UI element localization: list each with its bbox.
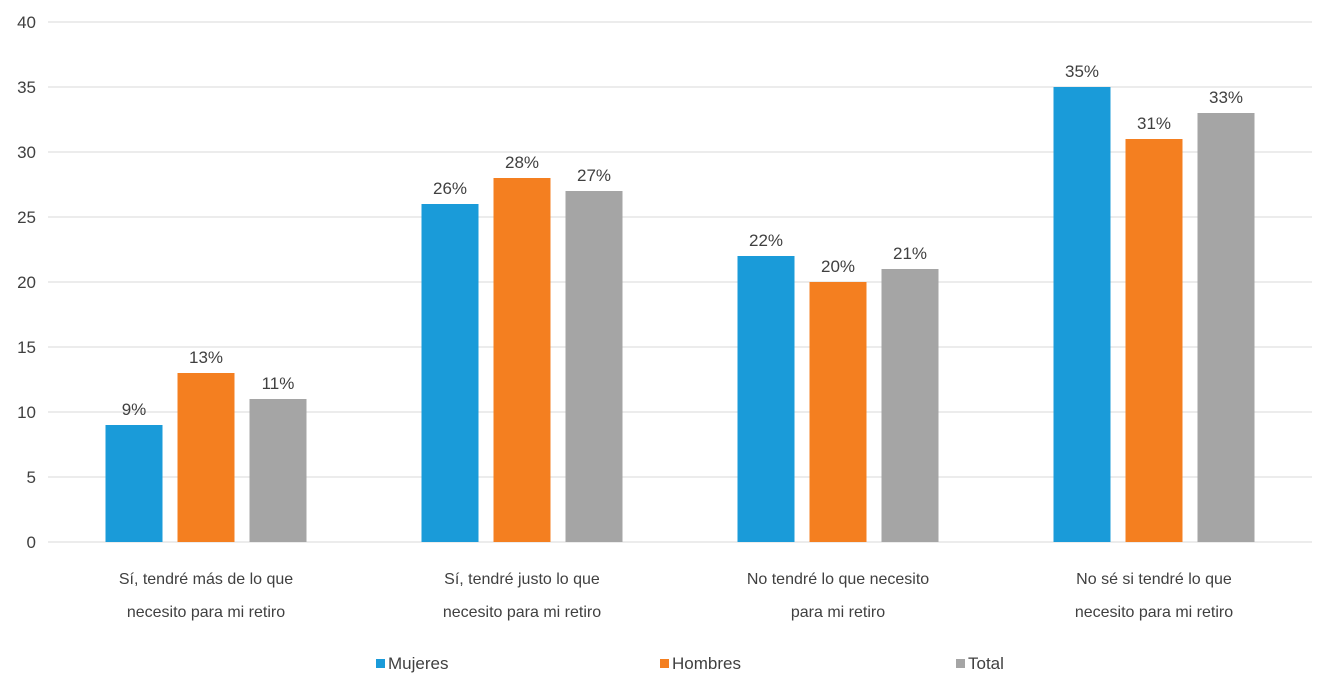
legend-swatch-total	[956, 659, 965, 668]
category-label: Sí, tendré justo lo que	[444, 571, 600, 588]
legend-swatch-hombres	[660, 659, 669, 668]
bar-mujeres-3	[737, 256, 795, 542]
y-tick-label: 20	[17, 273, 36, 292]
y-tick-label: 30	[17, 143, 36, 162]
bar-total-2	[565, 191, 623, 542]
legend: Mujeres Hombres Total	[376, 654, 1004, 673]
bar-mujeres-4	[1053, 87, 1111, 542]
y-tick-label: 5	[27, 468, 36, 487]
x-axis: Sí, tendré más de lo que necesito para mi…	[119, 571, 1233, 621]
bar-hombres-3	[809, 282, 867, 542]
data-label: 21%	[893, 244, 927, 263]
bars	[105, 87, 1255, 542]
y-axis: 0 5 10 15 20 25 30 35 40	[17, 13, 36, 552]
category-label: necesito para mi retiro	[1075, 604, 1233, 621]
data-label: 9%	[122, 400, 147, 419]
data-label: 35%	[1065, 62, 1099, 81]
data-label: 31%	[1137, 114, 1171, 133]
data-label: 27%	[577, 166, 611, 185]
y-tick-label: 25	[17, 208, 36, 227]
data-label: 33%	[1209, 88, 1243, 107]
data-label: 11%	[262, 374, 295, 393]
bar-hombres-1	[177, 373, 235, 542]
gridlines	[48, 21, 1312, 543]
bar-total-3	[881, 269, 939, 542]
data-label: 28%	[505, 153, 539, 172]
data-label: 20%	[821, 257, 855, 276]
y-tick-label: 10	[17, 403, 36, 422]
category-label: necesito para mi retiro	[127, 604, 285, 621]
legend-label-mujeres: Mujeres	[388, 654, 448, 673]
y-tick-label: 40	[17, 13, 36, 32]
y-tick-label: 35	[17, 78, 36, 97]
y-tick-label: 15	[17, 338, 36, 357]
data-label: 26%	[433, 179, 467, 198]
data-label: 13%	[189, 348, 223, 367]
bar-mujeres-1	[105, 425, 163, 542]
category-label: No tendré lo que necesito	[747, 571, 929, 588]
category-label: Sí, tendré más de lo que	[119, 571, 293, 588]
y-tick-label: 0	[27, 533, 36, 552]
bar-total-4	[1197, 113, 1255, 542]
data-label: 22%	[749, 231, 783, 250]
bar-hombres-4	[1125, 139, 1183, 542]
legend-label-hombres: Hombres	[672, 654, 741, 673]
bar-hombres-2	[493, 178, 551, 542]
legend-label-total: Total	[968, 654, 1004, 673]
bar-total-1	[249, 399, 307, 542]
bar-mujeres-2	[421, 204, 479, 542]
category-label: para mi retiro	[791, 604, 885, 621]
legend-swatch-mujeres	[376, 659, 385, 668]
category-label: No sé si tendré lo que	[1076, 571, 1232, 588]
category-label: necesito para mi retiro	[443, 604, 601, 621]
data-labels: 9% 13% 11% 26% 28% 27% 22% 20% 21% 35% 31% 33%	[122, 62, 1243, 419]
